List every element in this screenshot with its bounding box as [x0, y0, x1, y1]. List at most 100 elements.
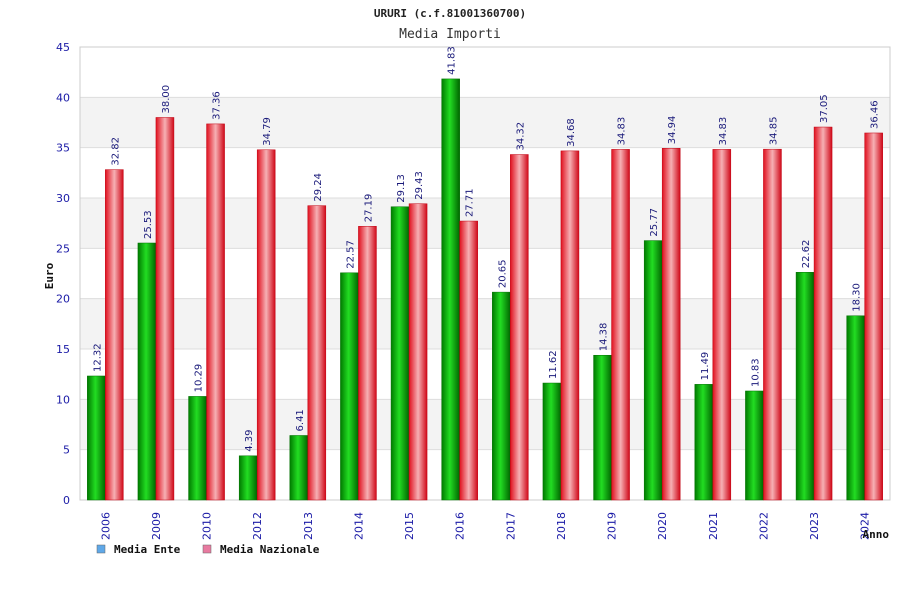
- bars: 12.32 32.82 25.53 38.00 10.29 37.36 4.39 34.79 6…: [87, 46, 883, 501]
- data-label: 41.83: [447, 46, 458, 75]
- bar-media-ente: [137, 242, 157, 501]
- bar-media-ente: [441, 78, 460, 501]
- x-tick-label: 2012: [251, 512, 264, 540]
- data-label: 20.65: [497, 259, 508, 288]
- y-tick-label: 30: [56, 192, 70, 205]
- bar-media-nazionale: [611, 149, 630, 501]
- data-label: 29.43: [414, 171, 425, 200]
- data-label: 34.85: [768, 117, 779, 146]
- bar-media-nazionale: [256, 149, 276, 501]
- x-tick-label: 2018: [555, 512, 568, 540]
- bar-media-nazionale: [813, 126, 833, 501]
- chart-title: URURI (c.f.81001360700): [374, 7, 526, 20]
- legend-label: Media Nazionale: [220, 543, 320, 556]
- bar-media-ente: [492, 291, 511, 501]
- bar-media-ente: [694, 384, 714, 501]
- bar-media-ente: [238, 455, 258, 501]
- data-label: 36.46: [870, 100, 881, 129]
- data-label: 11.49: [700, 352, 711, 381]
- legend-swatch: [96, 544, 106, 554]
- bar-media-nazionale: [358, 226, 377, 501]
- x-tick-label: 2020: [656, 512, 669, 540]
- legend: Media Ente Media Nazionale: [96, 543, 320, 556]
- x-axis-ticks: 2006 2009 2010 2012 2013 2014 2015 2016 2017 2018…: [99, 512, 871, 540]
- data-label: 27.19: [363, 194, 374, 223]
- data-label: 22.57: [345, 240, 356, 269]
- data-label: 22.62: [801, 240, 812, 269]
- x-tick-label: 2023: [808, 512, 821, 540]
- bar-media-ente: [846, 315, 865, 501]
- bar-media-nazionale: [763, 148, 782, 501]
- y-axis-ticks: 0 5 10 15 20 25 30 35 40 45: [56, 41, 70, 507]
- x-tick-label: 2010: [201, 512, 214, 540]
- legend-label: Media Ente: [114, 543, 181, 556]
- bar-media-nazionale: [155, 117, 175, 501]
- data-label: 38.00: [161, 85, 172, 114]
- data-label: 34.32: [515, 122, 526, 151]
- data-label: 34.83: [718, 117, 729, 146]
- chart-subtitle: Media Importi: [399, 27, 501, 42]
- x-tick-label: 2024: [859, 512, 872, 540]
- y-tick-label: 35: [56, 142, 70, 155]
- x-tick-label: 2013: [302, 512, 315, 540]
- y-tick-label: 20: [56, 293, 70, 306]
- y-tick-label: 45: [56, 41, 70, 54]
- bar-media-ente: [745, 390, 764, 501]
- bar-media-ente: [390, 206, 410, 501]
- x-tick-label: 2014: [352, 512, 365, 540]
- data-label: 37.36: [212, 91, 223, 120]
- bar-media-nazionale: [459, 220, 478, 501]
- plot-border: [79, 46, 891, 501]
- x-tick-label: 2009: [150, 512, 163, 540]
- y-tick-label: 10: [56, 393, 70, 406]
- bar-media-ente: [340, 272, 359, 501]
- data-label: 11.62: [548, 350, 559, 379]
- data-label: 34.68: [566, 118, 577, 147]
- data-label: 37.05: [819, 94, 830, 123]
- bar-media-ente: [289, 435, 309, 501]
- x-tick-label: 2021: [707, 512, 720, 540]
- data-label: 10.83: [750, 358, 761, 387]
- bar-media-nazionale: [864, 132, 883, 501]
- x-tick-label: 2017: [504, 512, 517, 540]
- data-label: 25.53: [143, 210, 154, 239]
- data-label: 32.82: [110, 137, 121, 166]
- bar-media-nazionale: [661, 148, 681, 501]
- bar-media-nazionale: [206, 123, 225, 501]
- y-tick-label: 5: [63, 444, 70, 457]
- data-label: 25.77: [649, 208, 660, 237]
- data-label: 14.38: [599, 323, 610, 352]
- bar-media-ente: [542, 382, 562, 501]
- x-tick-label: 2016: [454, 512, 467, 540]
- data-label: 34.79: [262, 117, 273, 146]
- x-axis-label: Anno: [863, 528, 890, 541]
- legend-swatch: [202, 544, 212, 554]
- bar-media-ente: [593, 354, 612, 501]
- y-tick-label: 25: [56, 242, 70, 255]
- data-label: 4.39: [244, 430, 255, 452]
- bar-media-ente: [643, 240, 663, 501]
- bar-media-nazionale: [307, 205, 327, 501]
- bar-media-ente: [795, 272, 815, 501]
- bar-media-ente: [87, 375, 106, 501]
- data-label: 29.24: [313, 173, 324, 202]
- bar-media-nazionale: [408, 203, 428, 501]
- data-label: 29.13: [396, 174, 407, 203]
- bar-media-ente: [188, 396, 207, 501]
- bar-media-nazionale: [560, 150, 580, 501]
- x-tick-label: 2015: [403, 512, 416, 540]
- data-label: 12.32: [92, 343, 103, 372]
- data-label: 18.30: [852, 283, 863, 312]
- y-tick-label: 15: [56, 343, 70, 356]
- data-label: 27.71: [465, 188, 476, 217]
- y-tick-label: 0: [63, 494, 70, 507]
- bar-media-nazionale: [712, 149, 732, 501]
- y-axis-label: Euro: [43, 262, 56, 289]
- data-label: 6.41: [295, 409, 306, 431]
- y-tick-label: 40: [56, 91, 70, 104]
- x-tick-label: 2019: [606, 512, 619, 540]
- x-tick-label: 2022: [757, 512, 770, 540]
- data-label: 10.29: [194, 364, 205, 393]
- data-label: 34.83: [617, 117, 628, 146]
